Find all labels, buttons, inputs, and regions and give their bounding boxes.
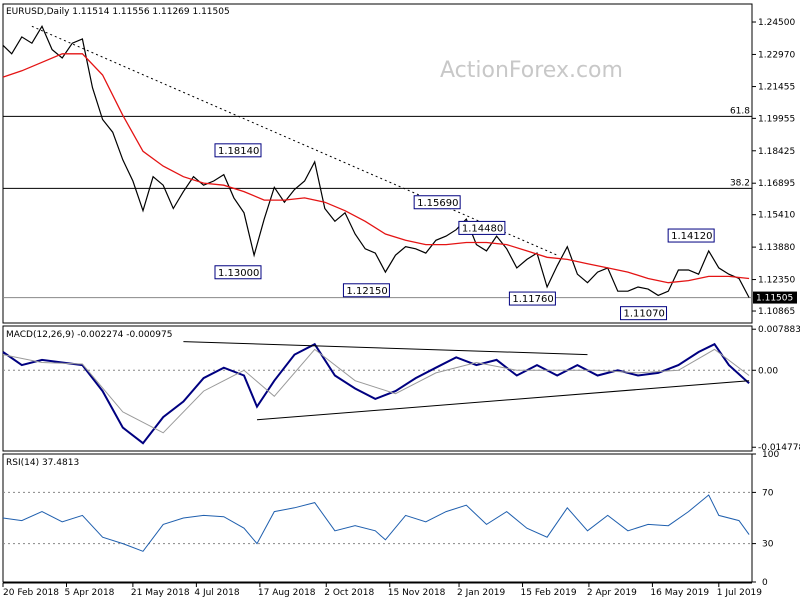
x-tick-label: 2 Oct 2018	[324, 588, 374, 598]
x-tick-label: 1 Jul 2019	[717, 588, 762, 598]
macd-signal-line	[2, 348, 750, 434]
rsi-tick-label: 0	[762, 578, 768, 588]
swing-label: 1.14120	[671, 231, 712, 242]
macd-tick-label: 0.00	[758, 366, 778, 376]
rsi-tick-label: 70	[762, 488, 774, 498]
x-tick-label: 2 Jan 2019	[457, 588, 505, 598]
price-tick-label: 1.13880	[758, 243, 795, 253]
rsi-legend: RSI(14) 37.4813	[6, 458, 79, 468]
x-tick-label: 17 Aug 2018	[258, 588, 316, 598]
fib-label-38.2: 38.2	[730, 178, 750, 188]
macd-tick-label: 0.007883	[758, 325, 800, 335]
rsi-line	[2, 494, 750, 552]
x-tick-label: 15 Nov 2018	[388, 588, 446, 598]
swing-label-box	[667, 228, 715, 243]
x-tick-label: 16 May 2019	[650, 588, 709, 598]
macd-line	[2, 342, 750, 445]
price-tick-label: 1.22970	[758, 50, 795, 60]
rsi-tick-label: 30	[762, 540, 774, 550]
x-tick-label: 20 Feb 2018	[3, 588, 59, 598]
macd-legend: MACD(12,26,9) -0.002274 -0.000975	[6, 330, 172, 340]
price-tick-label: 1.19955	[758, 114, 795, 124]
swing-label: 1.12150	[346, 286, 387, 297]
fib-label-61.8: 61.8	[730, 106, 750, 116]
swing-label-box	[214, 143, 262, 158]
price-tick-label: 1.15410	[758, 211, 795, 221]
swing-label-box	[342, 283, 390, 298]
price-tick-label: 1.18425	[758, 147, 795, 157]
swing-label: 1.14480	[462, 223, 503, 234]
swing-label-box	[413, 195, 461, 210]
swing-label-box	[458, 220, 506, 235]
plot-layer	[2, 24, 752, 552]
last-price-label: 1.11505	[756, 294, 793, 304]
price-line	[2, 24, 750, 298]
price-panel-frame	[2, 3, 753, 324]
watermark: ActionForex.com	[440, 58, 623, 83]
price-legend: EURUSD,Daily 1.11514 1.11556 1.11269 1.1…	[6, 7, 230, 17]
swing-label-box	[508, 291, 556, 306]
swing-label-box	[620, 306, 668, 321]
x-tick-label: 15 Feb 2019	[521, 588, 577, 598]
macd-lower-trendline	[256, 380, 750, 421]
moving-average-line	[2, 53, 750, 284]
macd-upper-trendline	[183, 341, 588, 356]
swing-label: 1.13000	[218, 268, 259, 279]
price-tick-label: 1.16895	[758, 179, 795, 189]
rsi-tick-label: 100	[762, 450, 779, 460]
price-tick-label: 1.21455	[758, 83, 795, 93]
x-tick-label: 21 May 2018	[131, 588, 190, 598]
swing-label: 1.11070	[624, 309, 665, 320]
price-trendline	[31, 25, 558, 256]
price-tick-label: 1.12350	[758, 276, 795, 286]
x-tick-label: 4 Jul 2018	[194, 588, 239, 598]
swing-label: 1.18140	[218, 146, 259, 157]
x-tick-label: 5 Apr 2018	[64, 588, 114, 598]
price-tick-label: 1.24500	[758, 18, 795, 28]
x-tick-label: 2 Apr 2019	[587, 588, 637, 598]
last-price-box	[753, 291, 797, 304]
swing-label: 1.15690	[417, 198, 458, 209]
watermark-layer: ActionForex.com	[440, 58, 623, 83]
rsi-panel-frame	[2, 453, 753, 583]
price-tick-label: 1.10865	[758, 307, 795, 317]
label-layer: 61.8 38.2 EURUSD,Daily 1.11514 1.11556 1.1…	[2, 7, 800, 598]
swing-label-box	[214, 265, 262, 280]
macd-panel-frame	[2, 325, 753, 452]
macd-tick-label: -0.014778	[758, 443, 800, 453]
panel-frames	[2, 3, 753, 584]
swing-label: 1.11760	[512, 294, 553, 305]
